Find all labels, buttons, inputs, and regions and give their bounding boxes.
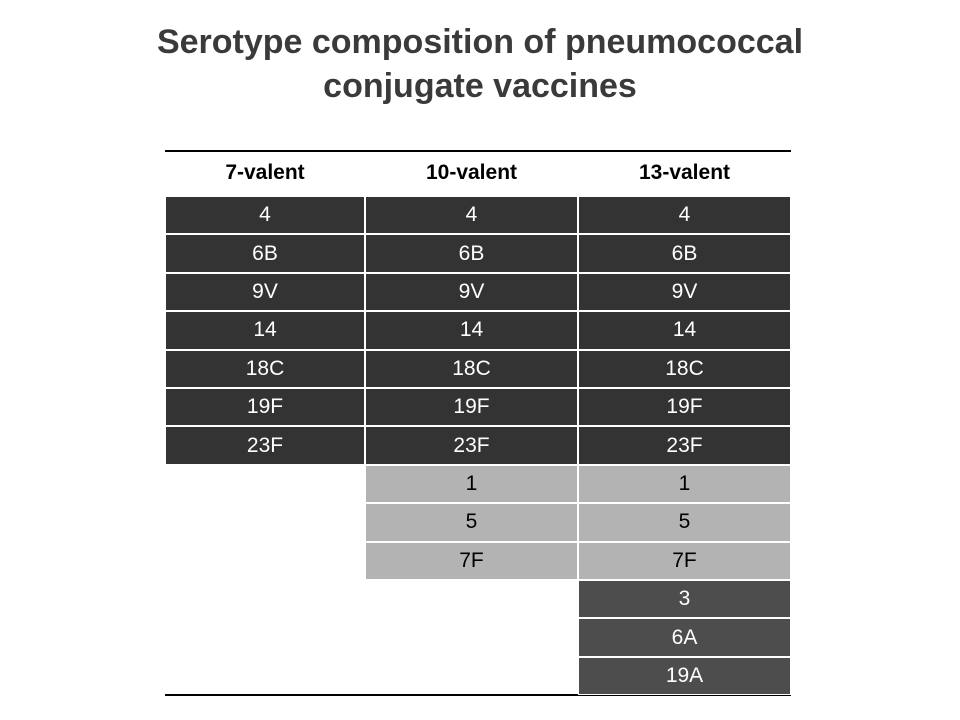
table-cell: 14 — [165, 311, 365, 350]
table-cell: 5 — [365, 503, 578, 542]
table-cell: 7F — [578, 541, 791, 580]
table-cell: 9V — [365, 272, 578, 312]
table-cell: 4 — [165, 196, 365, 235]
table-cell: 23F — [365, 426, 578, 465]
column-header: 7-valent — [225, 161, 305, 184]
table-cell: 14 — [578, 311, 791, 350]
table-cell: 23F — [165, 426, 365, 465]
table-cell: 6A — [578, 618, 791, 657]
table-cell: 1 — [365, 464, 578, 504]
table-cell: 19A — [578, 656, 791, 696]
table-cell: 6B — [165, 234, 365, 273]
table-cell: 9V — [165, 272, 365, 312]
table-cell: 19F — [365, 388, 578, 427]
table-cell: 5 — [578, 503, 791, 542]
bottom-rule — [165, 694, 791, 696]
table-cell: 14 — [365, 311, 578, 350]
table-cell: 4 — [578, 196, 791, 235]
table-cell: 1 — [578, 464, 791, 504]
table-cell: 23F — [578, 426, 791, 465]
table-cell: 19F — [578, 388, 791, 427]
table-cell: 18C — [165, 349, 365, 388]
title: Serotype composition of pneumococcal con… — [156, 23, 804, 105]
column-header: 10-valent — [425, 161, 518, 184]
table-cell: 9V — [578, 272, 791, 312]
table-cell: 6B — [578, 234, 791, 273]
top-rule — [165, 150, 791, 152]
column-header: 13-valent — [638, 161, 731, 184]
table-cell: 7F — [365, 541, 578, 580]
table-cell: 19F — [165, 388, 365, 427]
table-cell: 18C — [365, 349, 578, 388]
table-cell: 6B — [365, 234, 578, 273]
table-cell: 18C — [578, 349, 791, 388]
table-cell: 4 — [365, 196, 578, 235]
table-cell: 3 — [578, 580, 791, 619]
